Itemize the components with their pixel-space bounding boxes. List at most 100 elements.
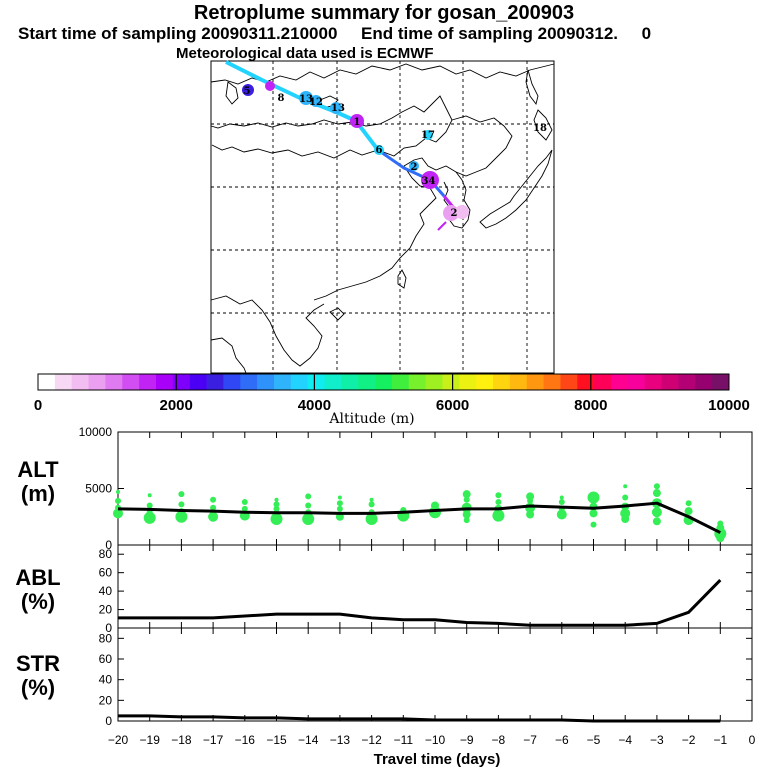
altitude-scatter-point (273, 505, 280, 512)
altitude-scatter-point (305, 493, 312, 500)
altitude-scatter-point (147, 493, 152, 498)
altitude-scatter-point (368, 501, 375, 508)
colorbar-swatch (206, 374, 224, 390)
altitude-scatter-point (462, 510, 471, 519)
colorbar-swatch (324, 374, 342, 390)
altitude-scatter-point (526, 510, 535, 519)
colorbar-swatch (526, 374, 545, 390)
y-tick-label: 40 (99, 673, 113, 687)
x-tick-label: −17 (203, 733, 224, 747)
altitude-scatter-point (495, 499, 502, 506)
colorbar-swatch (509, 374, 528, 390)
panel-y-label: (%) (21, 589, 55, 614)
altitude-scatter-point (305, 502, 312, 509)
colorbar-swatch (493, 374, 511, 390)
y-tick-label: 0 (105, 714, 112, 728)
altitude-scatter-point (620, 508, 631, 519)
colorbar-swatch (88, 374, 106, 390)
plume-point-label: 13 (331, 103, 345, 114)
y-tick-label: 20 (99, 693, 113, 707)
colorbar-tick-label: 6000 (436, 397, 469, 414)
plume-point (374, 145, 384, 155)
plume-point-label: 17 (421, 130, 435, 141)
altitude-scatter-point (623, 484, 628, 489)
altitude-scatter-point (717, 520, 724, 527)
colorbar-swatch (408, 374, 427, 390)
colorbar-swatch (712, 374, 730, 390)
altitude-scatter-point (590, 521, 597, 528)
plume-point (421, 171, 439, 189)
x-tick-label: −12 (361, 733, 382, 747)
altitude-scatter-point (115, 497, 121, 504)
colorbar-swatch (273, 374, 292, 390)
plume-point-label: 4 (429, 176, 436, 187)
y-tick-label: 20 (99, 603, 113, 617)
plume-point (242, 84, 254, 96)
panel-y-label: ABL (15, 565, 60, 590)
altitude-scatter-point (463, 496, 470, 503)
altitude-scatter-point (241, 505, 248, 512)
plume-point (409, 161, 419, 171)
plume-point-label: 12 (309, 97, 323, 108)
colorbar-swatch (375, 374, 393, 390)
altitude-scatter-point (685, 500, 692, 507)
sampling-time-line: Start time of sampling 20090311.210000 E… (18, 24, 652, 43)
colorbar-swatch (611, 374, 629, 390)
colorbar-swatch (442, 374, 460, 390)
x-tick-label: −10 (425, 733, 446, 747)
series-line-alt (117, 501, 721, 534)
colorbar-swatch (139, 374, 157, 390)
panel-frame (117, 544, 753, 629)
y-tick-label: 60 (99, 652, 113, 666)
altitude-scatter-point (462, 490, 471, 499)
altitude-scatter-point (337, 495, 342, 500)
altitude-scatter-point (273, 501, 280, 508)
y-tick-label: 60 (99, 566, 113, 580)
colorbar-tick-label: 8000 (574, 397, 607, 414)
altitude-scatter-point (526, 492, 535, 501)
colorbar-swatch (307, 374, 325, 390)
colorbar-swatch (358, 374, 376, 390)
x-tick-label: −9 (460, 733, 474, 747)
colorbar-swatch (577, 374, 595, 390)
colorbar-label: Altitude (m) (328, 411, 414, 427)
x-axis-label: Travel time (days) (374, 751, 501, 768)
altitude-scatter-point (336, 505, 343, 512)
colorbar-swatch (257, 374, 275, 390)
map-coastlines (210, 63, 555, 374)
colorbar-swatch (391, 374, 410, 390)
altitude-scatter-point (274, 497, 279, 502)
altitude-scatter-point (653, 483, 660, 490)
altitude-scatter-point (113, 508, 123, 519)
colorbar-swatch (678, 374, 696, 390)
plume-point (443, 205, 459, 221)
trajectory-line (437, 221, 447, 231)
y-tick-label: 5000 (85, 482, 112, 496)
x-tick-label: −3 (650, 733, 664, 747)
colorbar-swatch (560, 374, 578, 390)
altitude-scatter-point (431, 501, 439, 510)
altitude-scatter-point (336, 500, 343, 507)
colorbar-swatch (189, 374, 207, 390)
altitude-scatter-point (178, 491, 185, 498)
panel-y-label: ALT (17, 457, 59, 482)
altitude-scatter-point (652, 489, 661, 498)
colorbar-swatch (240, 374, 258, 390)
altitude-scatter-point (210, 496, 217, 503)
colorbar-swatch (71, 374, 89, 390)
x-tick-label: −8 (492, 733, 506, 747)
plume-point-label: 1 (354, 117, 361, 128)
colorbar-swatch (627, 374, 646, 390)
plume-point (330, 102, 342, 114)
altitude-scatter-point (559, 495, 564, 500)
plume-point (265, 81, 275, 91)
y-tick-label: 40 (99, 584, 113, 598)
x-tick-label: −11 (394, 733, 414, 747)
colorbar-swatch (122, 374, 140, 390)
panel-y-label: STR (16, 651, 60, 676)
altitude-scatter-point (116, 489, 120, 494)
altitude-scatter-point (556, 509, 567, 520)
